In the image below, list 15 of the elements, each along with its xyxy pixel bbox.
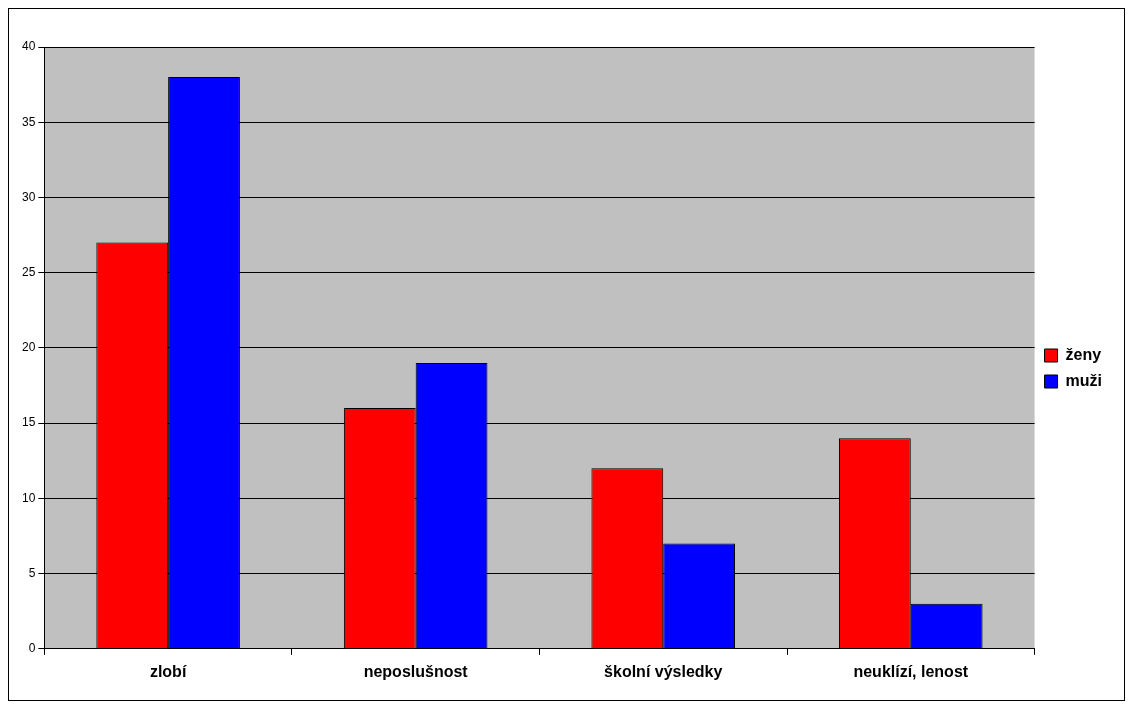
x-tick-label: neposlušnost [363,662,469,680]
legend-label: ženy [1065,345,1102,363]
y-tick-label: 15 [21,415,36,430]
y-tick-label: 25 [21,264,36,279]
x-tick-label: školní výsledky [604,662,723,680]
x-tick-label: zlobí [149,662,187,680]
legend-label: muži [1065,371,1103,389]
y-tick-label: 35 [21,114,36,129]
y-tick-label: 20 [21,340,36,355]
y-tick-label: 30 [21,189,36,204]
y-tick-label: 0 [28,641,36,656]
x-tick-label: neuklízí, lenost [853,662,969,680]
y-tick-label: 40 [21,39,36,54]
y-tick-label: 10 [21,490,36,505]
y-tick-label: 5 [28,565,36,580]
